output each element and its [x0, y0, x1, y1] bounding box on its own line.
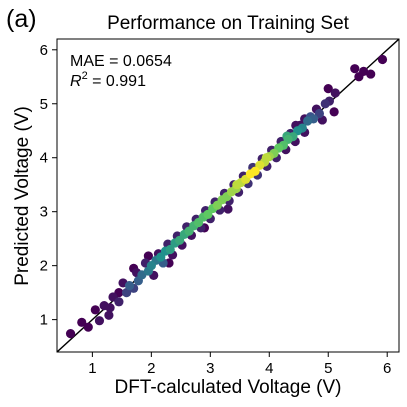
data-points — [65, 54, 388, 339]
data-point — [146, 261, 156, 271]
mae-annotation: MAE = 0.0654 — [70, 53, 172, 70]
data-point — [359, 66, 369, 76]
chart-title: Performance on Training Set — [107, 13, 350, 34]
data-point — [94, 316, 105, 326]
data-point — [77, 317, 87, 327]
y-axis-label: Predicted Voltage (V) — [12, 106, 33, 286]
data-point — [83, 322, 93, 332]
x-tick-label: 2 — [147, 360, 155, 377]
x-axis-ticks: 1 2 3 4 5 6 — [88, 352, 391, 377]
y-tick-label: 2 — [40, 258, 48, 275]
data-point — [65, 329, 76, 339]
y-tick-label: 1 — [40, 312, 48, 329]
data-point — [121, 288, 132, 298]
panel-label: (a) — [6, 5, 37, 33]
data-point — [165, 244, 175, 255]
x-tick-label: 6 — [383, 360, 391, 377]
r2-exponent: 2 — [82, 70, 88, 82]
y-axis-ticks: 1 2 3 4 5 6 — [40, 42, 57, 329]
y-tick-label: 4 — [40, 150, 48, 167]
x-tick-label: 3 — [206, 360, 214, 377]
data-point — [377, 54, 388, 65]
data-point — [314, 108, 324, 119]
axes-frame — [56, 38, 400, 353]
data-point — [303, 116, 313, 126]
x-tick-label: 4 — [265, 360, 273, 377]
x-tick-label: 5 — [324, 360, 332, 377]
y-tick-label: 5 — [40, 96, 48, 113]
r2-value: = 0.991 — [88, 73, 146, 90]
data-point — [223, 204, 233, 214]
y-tick-label: 6 — [40, 42, 48, 59]
data-point — [114, 297, 124, 307]
data-point — [250, 166, 260, 176]
plot-area — [56, 38, 400, 353]
r2-annotation: R2 = 0.991 — [70, 70, 146, 90]
data-point — [232, 180, 242, 190]
data-point — [90, 305, 100, 315]
data-point — [329, 107, 339, 117]
data-point — [330, 88, 340, 98]
x-axis-label: DFT-calculated Voltage (V) — [114, 377, 341, 398]
data-point — [323, 84, 333, 94]
data-point — [366, 69, 376, 79]
data-point — [320, 99, 330, 109]
data-point — [143, 251, 153, 261]
r2-symbol: R — [70, 73, 82, 90]
data-point — [124, 281, 135, 291]
x-tick-label: 1 — [88, 360, 96, 377]
data-point — [261, 153, 271, 163]
data-point — [350, 64, 360, 74]
data-point — [104, 310, 114, 320]
data-point — [105, 303, 115, 313]
y-tick-label: 3 — [40, 204, 48, 221]
